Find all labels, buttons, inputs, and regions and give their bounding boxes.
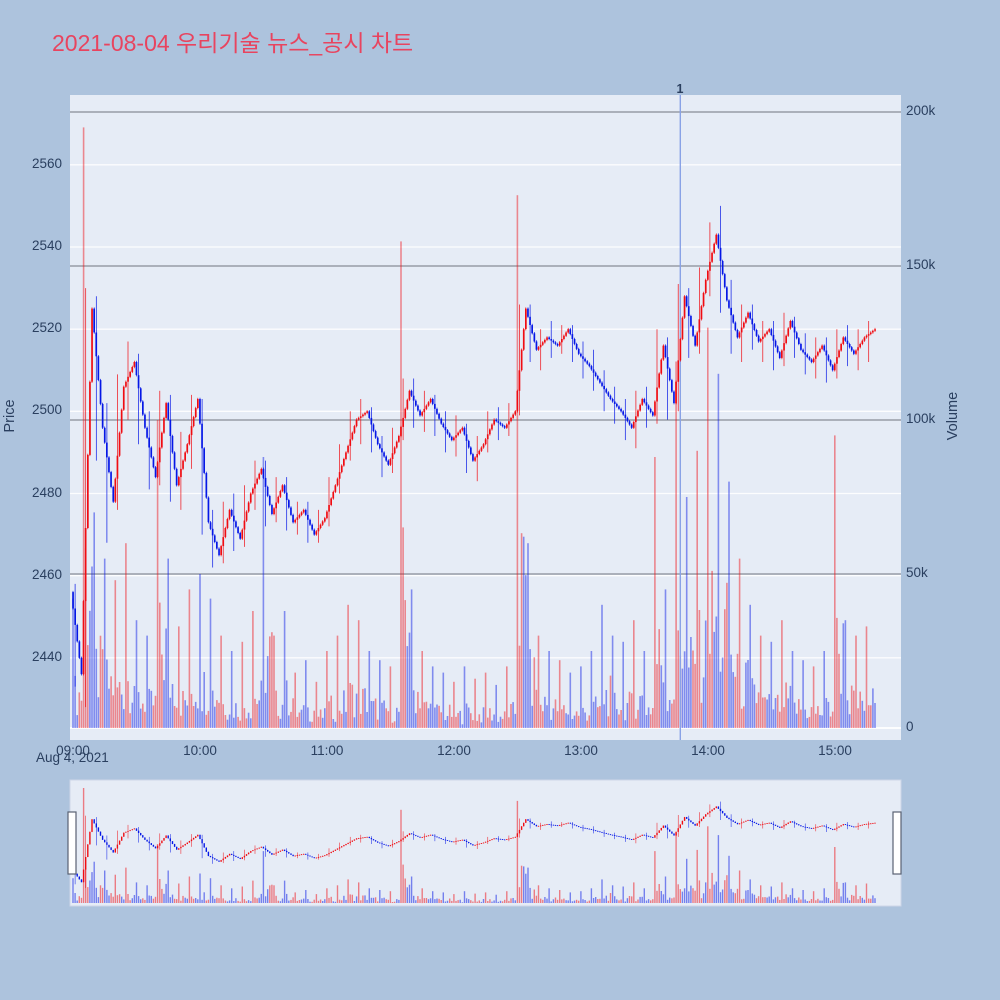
- time-tick-label: 12:00: [437, 743, 471, 758]
- candles-series: [72, 205, 876, 708]
- time-tick-label: 09:00: [56, 743, 90, 758]
- volume-tick-label: 50k: [906, 565, 928, 580]
- event-annotation: 1: [676, 82, 684, 96]
- rangeslider-handle-right[interactable]: [892, 811, 902, 875]
- volume-tick-label: 200k: [906, 103, 936, 118]
- price-tick-label: 2540: [31, 238, 62, 253]
- time-tick-label: 15:00: [818, 743, 852, 758]
- rangeslider[interactable]: [69, 779, 902, 907]
- price-gridlines: [70, 164, 901, 659]
- time-tick-label: 10:00: [183, 743, 217, 758]
- volume-tick-label: 100k: [906, 411, 936, 426]
- rangeslider-candles: [72, 801, 876, 888]
- volume-tick-label: 150k: [906, 257, 936, 272]
- price-tick-label: 2500: [31, 402, 62, 417]
- price-tick-label: 2520: [31, 320, 62, 335]
- volume-axis-title: Volume: [945, 391, 961, 441]
- price-tick-label: 2480: [31, 485, 62, 500]
- volume-bars: [72, 127, 876, 728]
- main-plot-area[interactable]: [70, 95, 901, 740]
- chart-title: 2021-08-04 우리기술 뉴스_공시 차트: [52, 30, 414, 56]
- rangeslider-volume-bars: [72, 788, 876, 904]
- volume-gridlines: [70, 111, 901, 729]
- time-tick-label: 14:00: [691, 743, 725, 758]
- rangeslider-handle-left[interactable]: [67, 811, 77, 875]
- volume-tick-label: 0: [906, 719, 914, 734]
- time-tick-label: 13:00: [564, 743, 598, 758]
- price-tick-label: 2440: [31, 649, 62, 664]
- x-axis-date-label: Aug 4, 2021: [36, 750, 109, 765]
- price-tick-label: 2560: [31, 156, 62, 171]
- price-tick-label: 2460: [31, 567, 62, 582]
- time-tick-label: 11:00: [310, 743, 344, 758]
